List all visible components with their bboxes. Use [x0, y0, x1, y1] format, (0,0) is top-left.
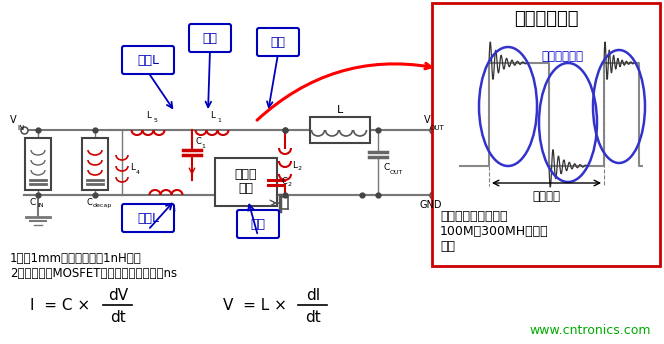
Text: dV: dV: [108, 289, 128, 303]
Text: 1: 1: [201, 143, 205, 149]
Text: I  = C ×: I = C ×: [30, 299, 90, 313]
Text: 5: 5: [153, 118, 157, 123]
Text: dt: dt: [110, 311, 126, 325]
Text: 1、每1mm的布线电感为1nH左右: 1、每1mm的布线电感为1nH左右: [10, 252, 141, 265]
Text: 在上升和下降时产生: 在上升和下降时产生: [440, 210, 507, 223]
Text: GND: GND: [420, 200, 442, 210]
FancyBboxPatch shape: [310, 117, 370, 143]
Text: 2: 2: [288, 183, 292, 187]
FancyBboxPatch shape: [122, 204, 174, 232]
FancyBboxPatch shape: [189, 24, 231, 52]
Text: V  = L ×: V = L ×: [223, 299, 287, 313]
Text: L: L: [130, 163, 135, 172]
Text: L: L: [337, 105, 343, 115]
Text: L: L: [146, 111, 151, 120]
FancyBboxPatch shape: [257, 28, 299, 56]
Text: L: L: [210, 111, 215, 120]
Text: IN: IN: [17, 125, 25, 131]
Text: dI: dI: [306, 289, 320, 303]
Text: C: C: [195, 138, 201, 147]
Text: 4: 4: [136, 170, 140, 174]
Text: 电路: 电路: [238, 183, 254, 195]
Text: 布线L: 布线L: [137, 212, 159, 225]
Text: C: C: [282, 178, 288, 186]
Text: 驱动器: 驱动器: [235, 169, 257, 182]
FancyBboxPatch shape: [215, 158, 277, 206]
Text: OUT: OUT: [390, 170, 403, 174]
Text: decap: decap: [93, 203, 112, 208]
Text: IN: IN: [37, 203, 44, 208]
Text: 100M～300MH的强烈: 100M～300MH的强烈: [440, 225, 548, 238]
Text: 基波成分: 基波成分: [533, 191, 560, 204]
Text: 开关节点波形: 开关节点波形: [514, 10, 578, 28]
Text: C: C: [384, 163, 390, 172]
Text: 开关噪声成分: 开关噪声成分: [541, 51, 583, 64]
Text: C: C: [30, 198, 36, 207]
FancyBboxPatch shape: [237, 210, 279, 238]
Text: C: C: [86, 198, 92, 207]
Text: 寄生: 寄生: [203, 32, 218, 44]
Text: 1: 1: [218, 118, 221, 123]
Text: L: L: [164, 205, 169, 214]
Text: V: V: [10, 115, 17, 125]
Text: 布线L: 布线L: [137, 54, 159, 66]
Text: dt: dt: [305, 311, 321, 325]
Text: V: V: [424, 115, 431, 125]
Text: 寄生: 寄生: [270, 35, 286, 49]
Text: 2: 2: [298, 166, 302, 172]
FancyBboxPatch shape: [25, 138, 51, 190]
FancyBboxPatch shape: [122, 46, 174, 74]
Text: L: L: [292, 161, 297, 170]
Text: 寄生: 寄生: [250, 217, 266, 230]
Text: 振铃: 振铃: [440, 240, 455, 253]
FancyBboxPatch shape: [432, 3, 660, 266]
FancyBboxPatch shape: [82, 138, 108, 190]
Text: 2、开关用的MOSFET上升、下降时间为几ns: 2、开关用的MOSFET上升、下降时间为几ns: [10, 267, 177, 280]
Text: OUT: OUT: [430, 125, 445, 131]
Text: www.cntronics.com: www.cntronics.com: [529, 324, 651, 337]
Text: 3: 3: [171, 208, 175, 213]
